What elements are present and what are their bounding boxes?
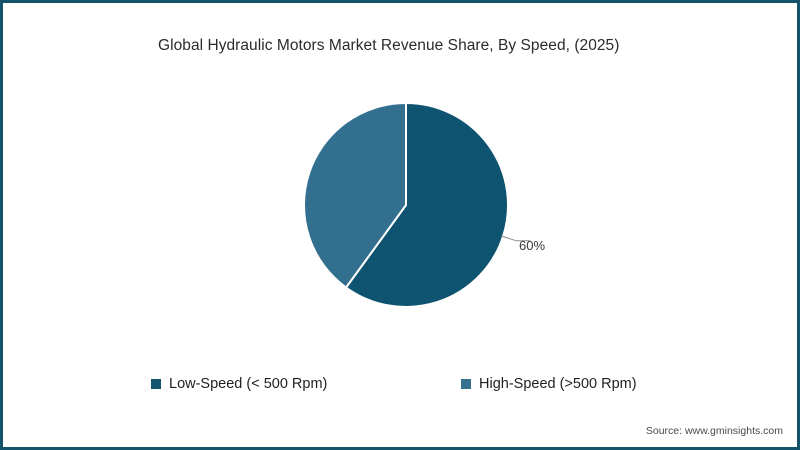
pie-chart-plot-area: 60% (3, 3, 797, 363)
pie-slice-group (303, 101, 509, 308)
legend-label-high-speed: High-Speed (>500 Rpm) (479, 376, 637, 392)
legend-swatch-icon-low-speed (151, 379, 161, 389)
pie-leader-line (500, 235, 531, 242)
leader-line-group (500, 235, 531, 242)
pie-chart-svg (303, 101, 531, 308)
legend-label-low-speed: Low-Speed (< 500 Rpm) (169, 376, 328, 392)
chart-legend: Low-Speed (< 500 Rpm) High-Speed (>500 R… (3, 373, 797, 397)
legend-swatch-icon-high-speed (461, 379, 471, 389)
pie-slice[interactable] (303, 101, 407, 289)
pie-data-label-low-speed: 60% (519, 238, 546, 253)
legend-item-high-speed[interactable]: High-Speed (>500 Rpm) (461, 373, 637, 395)
legend-item-low-speed[interactable]: Low-Speed (< 500 Rpm) (151, 373, 327, 395)
source-note: Source: www.gminsights.com (645, 425, 783, 437)
chart-title: Global Hydraulic Motors Market Revenue S… (158, 37, 620, 54)
